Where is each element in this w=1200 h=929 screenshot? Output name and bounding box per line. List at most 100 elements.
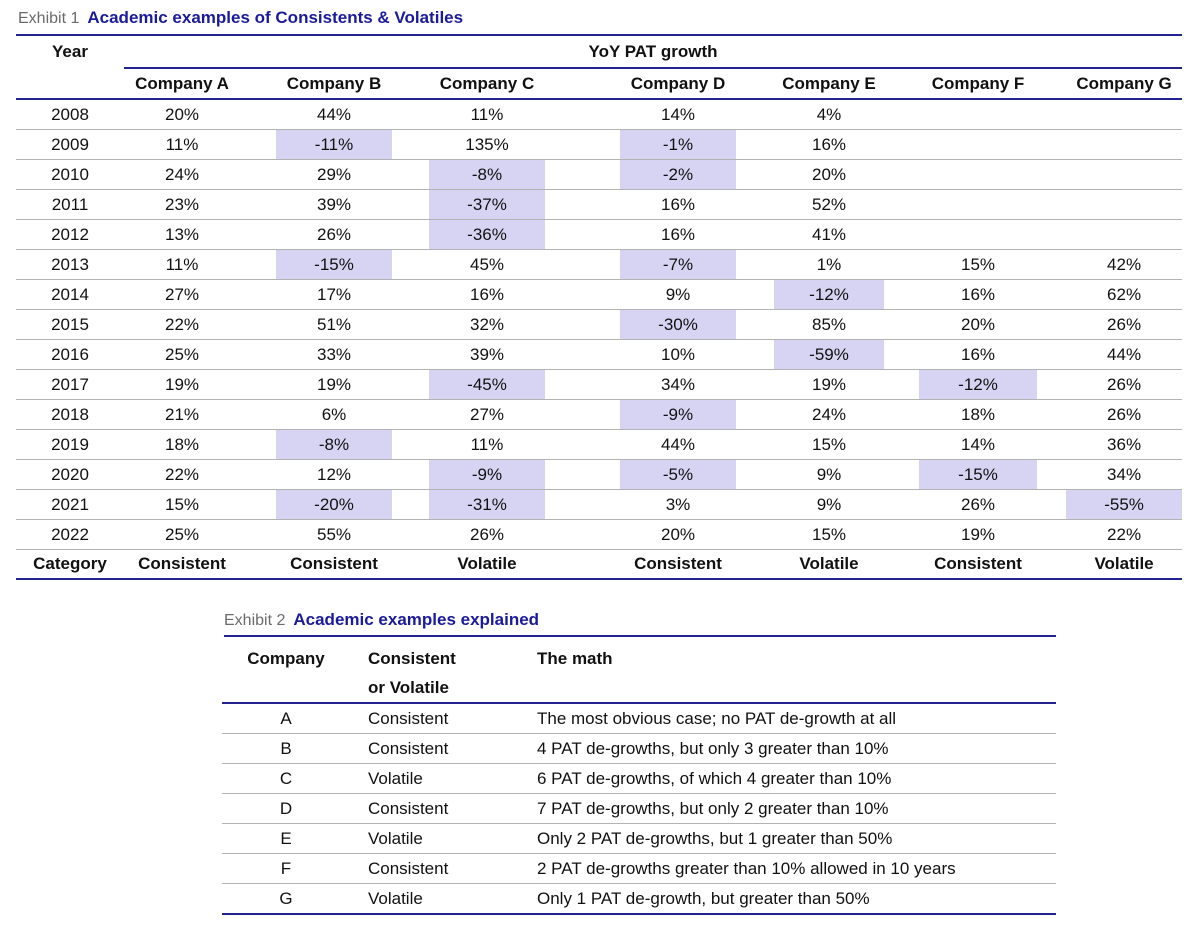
value-cell: -55% <box>1066 489 1183 520</box>
value-cell: 12% <box>276 459 392 490</box>
column-spacer <box>1037 429 1066 460</box>
company-cell: B <box>222 733 350 764</box>
ex1-data-row: 2022 25% 55% 26% 20% 15% 19% 22% <box>16 519 1183 550</box>
value-cell: 44% <box>1066 339 1183 370</box>
value-cell: 34% <box>620 369 736 400</box>
column-spacer <box>884 219 919 250</box>
value-cell <box>1066 189 1183 220</box>
category-cell: Volatile <box>774 549 884 580</box>
year-cell: 2010 <box>16 159 124 190</box>
column-spacer <box>545 459 620 490</box>
value-cell: 14% <box>919 429 1037 460</box>
math-cell: 7 PAT de-growths, but only 2 greater tha… <box>537 793 1056 824</box>
column-spacer <box>736 279 774 310</box>
ex2-header-row: Company Consistent or Volatile The math <box>222 637 1056 704</box>
math-cell: 6 PAT de-growths, of which 4 greater tha… <box>537 763 1056 794</box>
value-cell <box>1066 219 1183 250</box>
column-spacer <box>240 279 276 310</box>
year-cell: 2012 <box>16 219 124 250</box>
value-cell <box>919 189 1037 220</box>
value-cell: 11% <box>124 249 240 280</box>
value-cell: 11% <box>124 129 240 160</box>
value-cell: 27% <box>429 399 545 430</box>
value-cell: -2% <box>620 159 736 190</box>
column-spacer <box>884 68 919 100</box>
category-cell: Volatile <box>1066 549 1183 580</box>
column-spacer <box>392 519 429 550</box>
column-spacer <box>240 159 276 190</box>
column-spacer <box>1037 279 1066 310</box>
column-spacer <box>736 219 774 250</box>
column-spacer <box>736 519 774 550</box>
exhibit1-label: Exhibit 1 <box>18 10 80 27</box>
value-cell: -45% <box>429 369 545 400</box>
column-spacer <box>392 429 429 460</box>
type-cell: Volatile <box>368 823 537 854</box>
column-spacer <box>392 279 429 310</box>
column-spacer <box>240 189 276 220</box>
column-spacer <box>545 369 620 400</box>
value-cell: 19% <box>276 369 392 400</box>
value-cell: 9% <box>774 459 884 490</box>
category-cell: Consistent <box>919 549 1037 580</box>
value-cell: 32% <box>429 309 545 340</box>
column-spacer <box>1037 309 1066 340</box>
math-cell: 2 PAT de-growths greater than 10% allowe… <box>537 853 1056 884</box>
column-spacer <box>884 459 919 490</box>
value-cell: -12% <box>919 369 1037 400</box>
column-spacer <box>240 339 276 370</box>
column-spacer <box>736 309 774 340</box>
value-cell <box>919 219 1037 250</box>
column-spacer <box>392 129 429 160</box>
value-cell: 11% <box>429 429 545 460</box>
year-cell: 2014 <box>16 279 124 310</box>
value-cell: -9% <box>620 399 736 430</box>
exhibit1-title: Exhibit 1 Academic examples of Consistent… <box>18 8 1182 28</box>
value-cell: -31% <box>429 489 545 520</box>
column-spacer <box>1037 219 1066 250</box>
value-cell: 44% <box>620 429 736 460</box>
value-cell: 21% <box>124 399 240 430</box>
year-cell: 2016 <box>16 339 124 370</box>
ex1-data-row: 2011 23% 39% -37% 16% 52% <box>16 189 1183 220</box>
value-cell: 9% <box>774 489 884 520</box>
column-spacer <box>392 309 429 340</box>
column-spacer <box>240 519 276 550</box>
type-cell: Volatile <box>368 763 537 794</box>
company-cell: E <box>222 823 350 854</box>
value-cell: 15% <box>774 519 884 550</box>
column-spacer <box>350 733 368 764</box>
value-cell: 16% <box>774 129 884 160</box>
ex2-data-row: G Volatile Only 1 PAT de-growth, but great… <box>222 883 1056 915</box>
year-cell: 2022 <box>16 519 124 550</box>
value-cell: 1% <box>774 249 884 280</box>
value-cell: 26% <box>276 219 392 250</box>
column-spacer <box>736 549 774 580</box>
company-cell: G <box>222 883 350 915</box>
category-cell: Consistent <box>276 549 392 580</box>
column-spacer <box>736 189 774 220</box>
year-cell: 2009 <box>16 129 124 160</box>
ex1-data-row: 2008 20% 44% 11% 14% 4% <box>16 99 1183 130</box>
column-spacer <box>884 189 919 220</box>
value-cell: 22% <box>124 309 240 340</box>
column-spacer <box>1037 369 1066 400</box>
ex1-data-row: 2020 22% 12% -9% -5% 9% -15% 34% <box>16 459 1183 490</box>
value-cell: 45% <box>429 249 545 280</box>
column-spacer <box>392 459 429 490</box>
exhibit1-name: Academic examples of Consistents & Volat… <box>87 8 464 27</box>
exhibit2-section: Exhibit 2 Academic examples explained Com… <box>222 610 1056 915</box>
column-spacer <box>392 489 429 520</box>
value-cell: -7% <box>620 249 736 280</box>
value-cell: -30% <box>620 309 736 340</box>
column-spacer <box>736 99 774 130</box>
value-cell: 22% <box>1066 519 1183 550</box>
value-cell: 26% <box>429 519 545 550</box>
value-cell: 14% <box>620 99 736 130</box>
column-spacer <box>350 883 368 915</box>
column-spacer <box>240 459 276 490</box>
column-spacer <box>884 339 919 370</box>
ex1-data-row: 2010 24% 29% -8% -2% 20% <box>16 159 1183 190</box>
column-spacer <box>240 369 276 400</box>
ex1-group-header-row: Year YoY PAT growth <box>16 35 1183 69</box>
